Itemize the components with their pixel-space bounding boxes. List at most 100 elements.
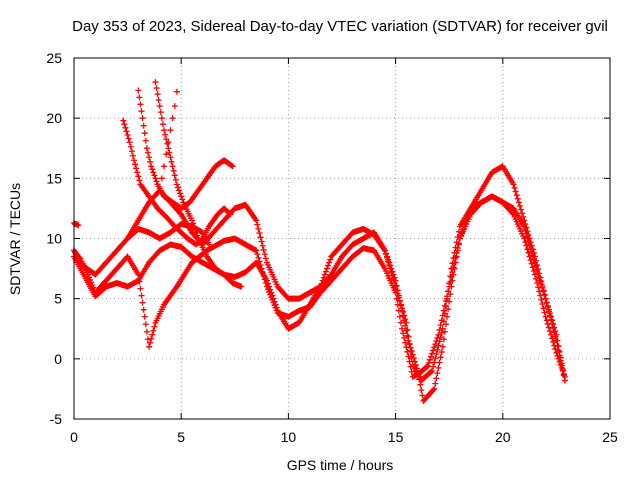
- data-point: [402, 339, 409, 346]
- data-point: [544, 304, 551, 311]
- data-point: [431, 385, 438, 392]
- data-point: [446, 280, 453, 287]
- data-point: [449, 260, 456, 267]
- x-tick-label: 15: [388, 429, 404, 445]
- data-point: [545, 308, 552, 315]
- data-point: [436, 338, 443, 345]
- data-point: [170, 167, 177, 174]
- data-point: [405, 337, 412, 344]
- data-point: [561, 373, 568, 380]
- data-point: [436, 359, 443, 366]
- data-point: [546, 328, 553, 335]
- data-point: [512, 188, 519, 195]
- data-point: [321, 271, 328, 278]
- data-point: [430, 387, 437, 394]
- data-point: [163, 151, 170, 158]
- data-point: [535, 266, 542, 273]
- data-point: [444, 295, 451, 302]
- data-point: [271, 298, 278, 305]
- data-point: [447, 273, 454, 280]
- data-point: [253, 217, 260, 224]
- data-point: [153, 178, 160, 185]
- data-point: [526, 235, 533, 242]
- data-point: [401, 317, 408, 324]
- data-point: [533, 257, 540, 264]
- data-point: [392, 277, 399, 284]
- data-point: [146, 154, 153, 161]
- data-point: [141, 130, 148, 137]
- data-point: [194, 232, 201, 239]
- data-point: [261, 251, 268, 258]
- y-tick-label: 0: [54, 351, 62, 367]
- data-point: [554, 352, 561, 359]
- data-point: [551, 329, 558, 336]
- x-tick-label: 0: [70, 429, 78, 445]
- data-point: [533, 263, 540, 270]
- data-point: [267, 286, 274, 293]
- data-point: [520, 213, 527, 220]
- data-point: [427, 353, 434, 360]
- data-point: [149, 331, 156, 338]
- data-point: [128, 148, 135, 155]
- data-point: [270, 295, 277, 302]
- data-point: [394, 287, 401, 294]
- data-point: [137, 285, 144, 292]
- data-point: [531, 271, 538, 278]
- data-point: [140, 306, 147, 313]
- data-point: [440, 336, 447, 343]
- data-point: [162, 131, 169, 138]
- data-point: [432, 355, 439, 362]
- data-point: [530, 267, 537, 274]
- data-point: [446, 298, 453, 305]
- data-point: [326, 259, 333, 266]
- data-point: [419, 392, 426, 399]
- data-point: [530, 249, 537, 256]
- data-point: [559, 367, 566, 374]
- data-point: [188, 217, 195, 224]
- data-point: [536, 288, 543, 295]
- data-point: [151, 323, 158, 330]
- y-tick-labels: -5 0 5 10 15 20 25: [46, 50, 62, 427]
- y-axis-label: SDTVAR / TECUs: [7, 183, 23, 295]
- data-point: [521, 217, 528, 224]
- data-point: [527, 257, 534, 264]
- data-point: [430, 363, 437, 370]
- data-point: [515, 199, 522, 206]
- data-point: [253, 247, 260, 254]
- y-tick-label: 20: [46, 110, 62, 126]
- data-point: [551, 342, 558, 349]
- data-point: [543, 299, 550, 306]
- data-point: [132, 161, 139, 168]
- data-point: [535, 284, 542, 291]
- data-point: [432, 341, 439, 348]
- data-point: [440, 307, 447, 314]
- data-point: [155, 97, 162, 104]
- series-s4: [71, 187, 568, 404]
- data-point: [408, 348, 415, 355]
- data-point: [433, 375, 440, 382]
- data-point: [519, 210, 526, 217]
- data-point: [273, 304, 280, 311]
- data-point: [434, 346, 441, 353]
- data-point: [124, 132, 131, 139]
- data-point: [555, 355, 562, 362]
- data-point: [549, 335, 556, 342]
- data-point: [423, 363, 430, 370]
- data-point: [157, 109, 164, 116]
- data-point: [263, 277, 270, 284]
- data-point: [179, 196, 186, 203]
- data-point: [406, 358, 413, 365]
- data-point: [455, 241, 462, 248]
- data-point: [255, 254, 262, 261]
- data-point: [408, 368, 415, 375]
- data-point: [171, 172, 178, 179]
- data-point: [327, 256, 334, 263]
- data-point: [156, 187, 163, 194]
- data-point: [142, 137, 149, 144]
- data-point: [427, 368, 434, 375]
- data-point: [206, 241, 213, 248]
- data-point: [542, 295, 549, 302]
- data-point: [552, 333, 559, 340]
- data-point: [169, 163, 176, 170]
- data-point: [159, 121, 166, 128]
